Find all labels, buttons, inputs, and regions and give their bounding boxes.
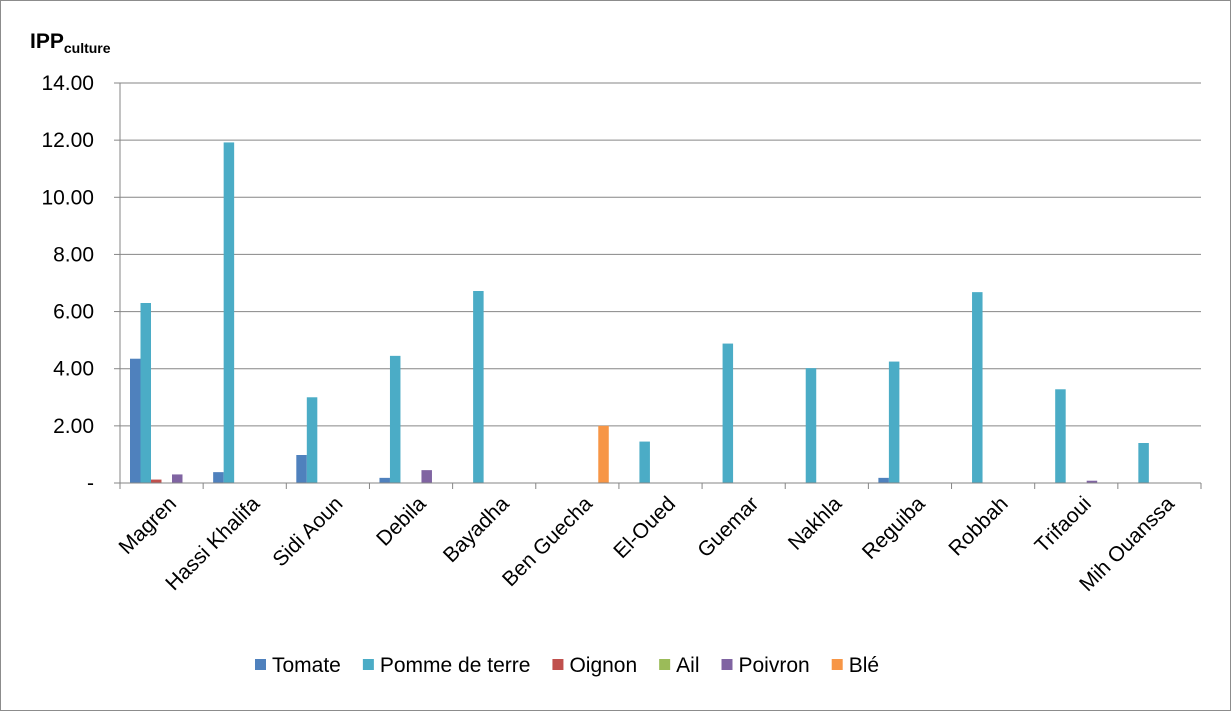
y-tick-label: 12.00 — [41, 129, 94, 152]
category-label: Nakhla — [784, 492, 847, 555]
y-tick-label: 8.00 — [53, 243, 94, 266]
y-tick-label: 14.00 — [41, 72, 94, 95]
legend-label: Ail — [676, 654, 699, 677]
legend-label: Pomme de terre — [380, 654, 531, 677]
bar-pomme-de-terre-2 — [223, 142, 235, 483]
y-tick-label: 6.00 — [53, 301, 94, 324]
y-tick-label: - — [87, 472, 94, 495]
category-label: Robbah — [944, 492, 1012, 560]
legend-swatch — [831, 659, 843, 670]
legend-swatch — [659, 659, 671, 670]
bar-tomate-2 — [213, 472, 224, 483]
bar-pomme-de-terre-3 — [306, 397, 318, 483]
bar-pomme-de-terre-13 — [1138, 443, 1149, 483]
legend-swatch — [721, 659, 733, 670]
y-tick-label: 4.00 — [53, 358, 94, 381]
y-tick-labels: - 2.00 4.00 6.00 8.00 10.00 12.00 14.00 — [41, 72, 120, 495]
bar-pomme-de-terre-5 — [473, 291, 484, 483]
bar-pomme-de-terre-11 — [972, 292, 983, 483]
legend-swatch — [552, 659, 564, 670]
legend-label: Oignon — [569, 654, 637, 677]
x-axis — [119, 83, 1202, 489]
category-label: Guemar — [693, 492, 763, 562]
bar-pomme-de-terre-9 — [805, 368, 817, 483]
bar-tomate-10 — [878, 477, 889, 483]
y-axis-title-subscript: culture — [64, 40, 111, 56]
bar-pomme-de-terre-8 — [722, 343, 734, 483]
bar-pomme-de-terre-4 — [389, 355, 401, 483]
bar-blé-6 — [598, 425, 609, 483]
bars — [130, 142, 1149, 483]
category-label: Ben Guecha — [498, 492, 597, 591]
bar-pomme-de-terre-1 — [140, 303, 151, 483]
legend-label: Poivron — [739, 654, 810, 677]
legend-label: Tomate — [272, 654, 341, 677]
category-label: Magren — [115, 492, 182, 559]
gridlines — [120, 82, 1201, 427]
bar-tomate-1 — [130, 358, 141, 483]
legend-swatch — [255, 659, 266, 670]
legend-swatch — [362, 659, 374, 670]
y-axis-title: IPPculture — [30, 30, 111, 56]
category-label: El-Oued — [609, 492, 680, 563]
bar-pomme-de-terre-12 — [1055, 389, 1066, 483]
bar-tomate-4 — [379, 477, 390, 483]
bar-poivron-4 — [421, 470, 432, 483]
bar-poivron-12 — [1086, 480, 1098, 483]
y-tick-label: 10.00 — [41, 186, 94, 209]
bar-pomme-de-terre-7 — [639, 441, 650, 483]
bar-oignon-1 — [151, 479, 162, 483]
y-tick-label: 2.00 — [53, 415, 94, 438]
legend-label: Blé — [849, 654, 879, 677]
y-axis-title-main: IPP — [30, 30, 64, 53]
category-label: Bayadha — [439, 492, 514, 567]
category-label: Sidi Aoun — [268, 492, 347, 571]
bar-tomate-3 — [296, 455, 307, 483]
category-label: Reguiba — [858, 492, 930, 564]
legend: Tomate Pomme de terre Oignon Ail Poivron Blé — [255, 654, 879, 677]
bar-poivron-1 — [172, 474, 183, 483]
category-label: Trifaoui — [1031, 492, 1096, 557]
category-label: Debila — [372, 492, 431, 551]
bar-pomme-de-terre-10 — [888, 361, 900, 483]
